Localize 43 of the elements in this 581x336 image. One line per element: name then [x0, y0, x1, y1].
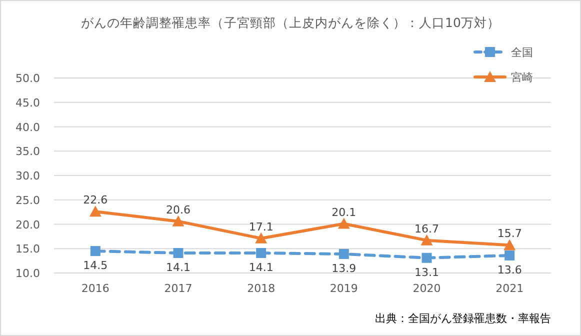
x-tick-label: 2019	[330, 282, 358, 295]
x-tick-label: 2017	[164, 282, 192, 295]
data-label: 14.5	[83, 259, 108, 272]
y-tick-label: 40.0	[16, 120, 40, 134]
point	[89, 206, 102, 217]
source-note: 出典：全国がん登録罹患数・率報告	[375, 312, 551, 325]
x-tick-label: 2016	[81, 282, 110, 295]
point	[256, 248, 266, 258]
y-tick-label: 15.0	[16, 242, 40, 256]
y-tick-label: 45.0	[16, 96, 40, 110]
data-label: 13.9	[332, 262, 356, 275]
y-tick-label: 50.0	[16, 72, 40, 85]
point	[338, 218, 350, 229]
data-label: 15.7	[497, 227, 522, 240]
point	[420, 234, 433, 246]
title: がんの年齢調整罹患率（子宮頸部（上皮内がんを除く）：人口10万対）	[81, 15, 500, 30]
x-tick-label: 2021	[496, 282, 524, 295]
x-tick-label: 2020	[412, 282, 441, 295]
y-tick-label: 30.0	[16, 170, 40, 182]
legend-label: 宮崎	[511, 71, 533, 84]
data-label: 14.1	[248, 261, 274, 274]
point	[504, 239, 516, 250]
data-label: 14.1	[166, 261, 190, 274]
data-label: 16.7	[414, 222, 439, 236]
y-tick-label: 25.0	[16, 194, 40, 207]
data-label: 20.6	[166, 203, 190, 216]
point	[504, 250, 515, 260]
legend-label: 全国	[511, 46, 533, 59]
point	[255, 232, 268, 244]
data-label: 13.1	[414, 266, 439, 279]
point	[338, 248, 349, 259]
point	[172, 215, 184, 226]
data-label: 20.1	[332, 206, 356, 219]
y-tick-label: 20.0	[16, 218, 40, 232]
data-label: 22.6	[83, 194, 108, 207]
data-label: 17.1	[248, 220, 274, 234]
y-tick-label: 35.0	[16, 145, 40, 158]
x-tick-label: 2018	[247, 282, 276, 295]
y-tick-label: 10.0	[16, 267, 40, 280]
point	[90, 246, 100, 256]
data-label: 13.6	[497, 263, 522, 276]
point	[173, 248, 184, 258]
point	[422, 252, 432, 263]
